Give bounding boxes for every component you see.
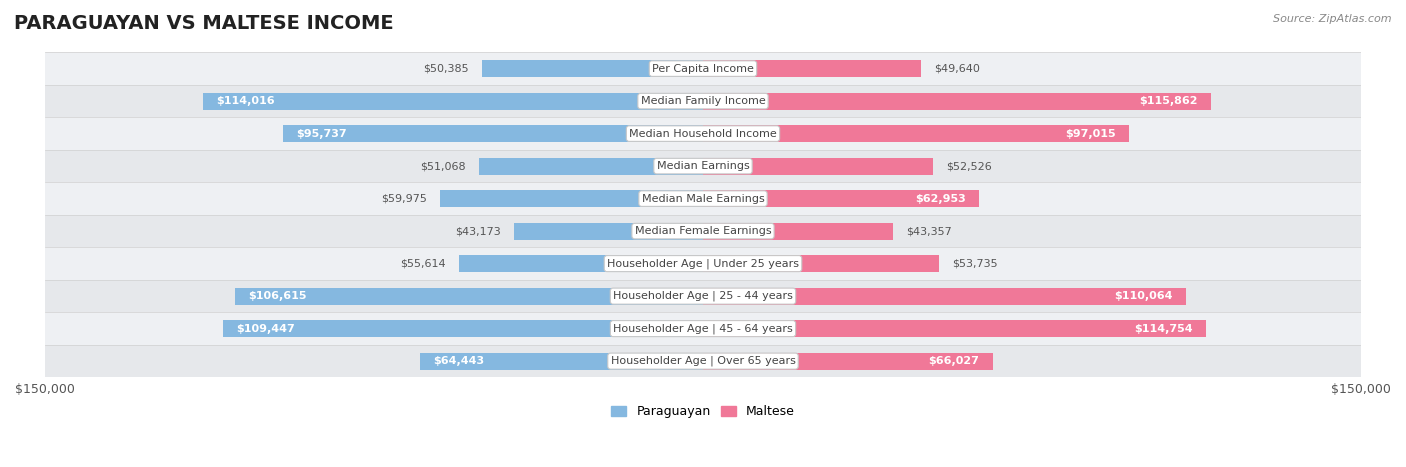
Bar bbox=[45, 312, 1361, 345]
Bar bbox=[45, 52, 1361, 85]
Text: $49,640: $49,640 bbox=[934, 64, 980, 74]
Text: Median Earnings: Median Earnings bbox=[657, 161, 749, 171]
Legend: Paraguayan, Maltese: Paraguayan, Maltese bbox=[606, 400, 800, 423]
Bar bbox=[479, 158, 703, 175]
Bar bbox=[703, 158, 934, 175]
Bar bbox=[45, 280, 1361, 312]
Bar bbox=[703, 288, 1185, 304]
Text: Householder Age | Over 65 years: Householder Age | Over 65 years bbox=[610, 356, 796, 367]
Text: $53,735: $53,735 bbox=[952, 259, 997, 269]
Bar bbox=[703, 60, 921, 77]
Text: $110,064: $110,064 bbox=[1114, 291, 1173, 301]
Text: Source: ZipAtlas.com: Source: ZipAtlas.com bbox=[1274, 14, 1392, 24]
Text: $59,975: $59,975 bbox=[381, 194, 427, 204]
Bar bbox=[513, 223, 703, 240]
Text: $55,614: $55,614 bbox=[401, 259, 446, 269]
Text: Per Capita Income: Per Capita Income bbox=[652, 64, 754, 74]
Bar bbox=[235, 288, 703, 304]
Bar bbox=[458, 255, 703, 272]
Text: Median Household Income: Median Household Income bbox=[628, 128, 778, 139]
Bar bbox=[45, 215, 1361, 248]
Text: $109,447: $109,447 bbox=[236, 324, 295, 333]
Text: $66,027: $66,027 bbox=[928, 356, 980, 366]
Bar bbox=[703, 125, 1129, 142]
Bar bbox=[45, 150, 1361, 182]
Text: $114,016: $114,016 bbox=[217, 96, 274, 106]
Bar bbox=[222, 320, 703, 337]
Text: $95,737: $95,737 bbox=[297, 128, 347, 139]
Text: Householder Age | Under 25 years: Householder Age | Under 25 years bbox=[607, 258, 799, 269]
Text: Median Family Income: Median Family Income bbox=[641, 96, 765, 106]
Bar bbox=[45, 117, 1361, 150]
Bar bbox=[202, 92, 703, 110]
Bar bbox=[703, 190, 979, 207]
Text: $50,385: $50,385 bbox=[423, 64, 468, 74]
Text: Median Male Earnings: Median Male Earnings bbox=[641, 194, 765, 204]
Text: $51,068: $51,068 bbox=[420, 161, 465, 171]
Bar bbox=[703, 223, 893, 240]
Bar bbox=[703, 255, 939, 272]
Text: $114,754: $114,754 bbox=[1135, 324, 1194, 333]
Text: $97,015: $97,015 bbox=[1064, 128, 1115, 139]
Bar bbox=[703, 320, 1206, 337]
Bar bbox=[703, 92, 1212, 110]
Text: $52,526: $52,526 bbox=[946, 161, 993, 171]
Bar bbox=[440, 190, 703, 207]
Text: $43,357: $43,357 bbox=[907, 226, 952, 236]
Text: $115,862: $115,862 bbox=[1140, 96, 1198, 106]
Bar bbox=[45, 182, 1361, 215]
Text: $106,615: $106,615 bbox=[249, 291, 307, 301]
Bar bbox=[45, 85, 1361, 117]
Bar bbox=[45, 345, 1361, 377]
Bar bbox=[703, 353, 993, 369]
Bar bbox=[482, 60, 703, 77]
Text: $64,443: $64,443 bbox=[433, 356, 485, 366]
Text: $62,953: $62,953 bbox=[915, 194, 966, 204]
Bar bbox=[45, 248, 1361, 280]
Text: Householder Age | 45 - 64 years: Householder Age | 45 - 64 years bbox=[613, 323, 793, 334]
Text: Householder Age | 25 - 44 years: Householder Age | 25 - 44 years bbox=[613, 291, 793, 301]
Text: Median Female Earnings: Median Female Earnings bbox=[634, 226, 772, 236]
Bar bbox=[283, 125, 703, 142]
Text: PARAGUAYAN VS MALTESE INCOME: PARAGUAYAN VS MALTESE INCOME bbox=[14, 14, 394, 33]
Bar bbox=[420, 353, 703, 369]
Text: $43,173: $43,173 bbox=[454, 226, 501, 236]
